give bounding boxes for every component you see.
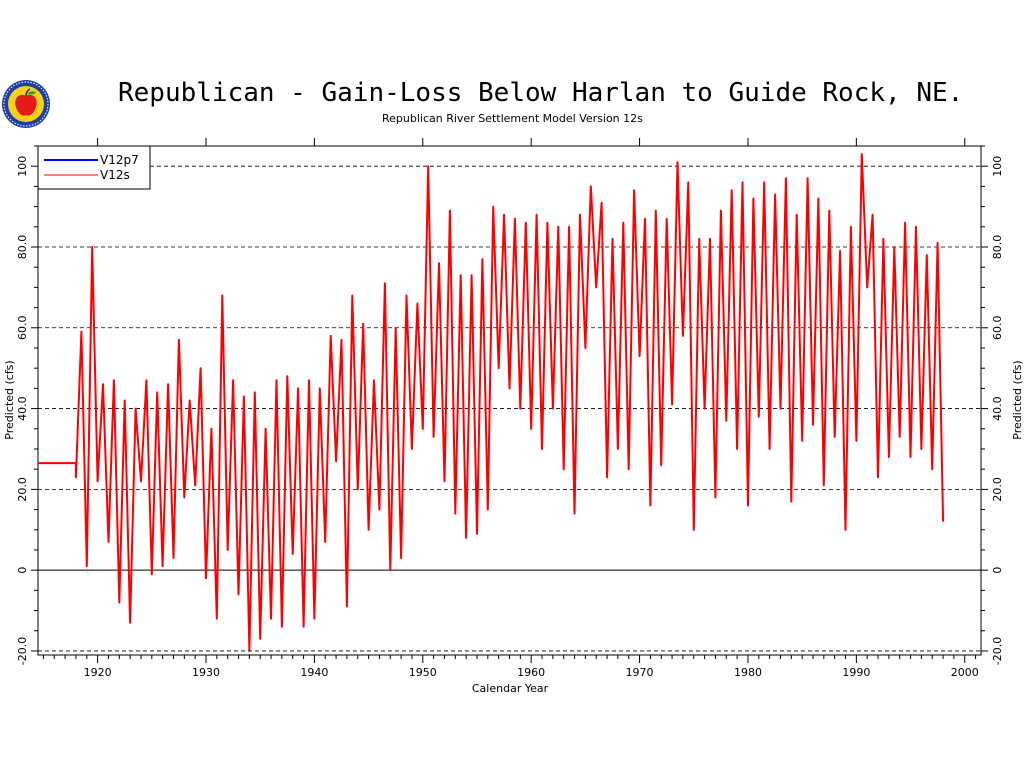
x-tick-label: 1990: [842, 666, 870, 679]
x-tick-label: 1950: [409, 666, 437, 679]
grid-lines: [38, 165, 981, 652]
x-tick-label: 1930: [192, 666, 220, 679]
y-tick-label-left: 20.0: [16, 477, 29, 502]
y-axis-title-right: Predicted (cfs): [1011, 360, 1024, 439]
y-axis-title-left: Predicted (cfs): [3, 360, 16, 439]
series-lines: [38, 153, 945, 652]
y-tick-label-left: 100: [16, 156, 29, 177]
legend-box: [37, 145, 151, 190]
y-tick-label-left: 60.0: [16, 316, 29, 341]
x-tick-label: 1960: [517, 666, 545, 679]
chart-subtitle: Republican River Settlement Model Versio…: [382, 112, 643, 125]
series-line-v12s: [38, 153, 945, 652]
legend-label-v12s: V12s: [100, 168, 130, 182]
x-tick-label: 1940: [300, 666, 328, 679]
x-tick-label: 2000: [951, 666, 979, 679]
y-tick-label-right: 100: [991, 156, 1004, 177]
y-tick-label-right: 20.0: [991, 477, 1004, 502]
legend-label-v12p7: V12p7: [100, 153, 139, 167]
plot-frame: [37, 145, 982, 656]
y-tick-label-left: 40.0: [16, 396, 29, 421]
agency-seal-logo: [1, 79, 51, 129]
x-tick-label: 1980: [734, 666, 762, 679]
x-axis-title: Calendar Year: [472, 682, 549, 695]
y-tick-label-right: 60.0: [991, 316, 1004, 341]
y-tick-label-left: 80.0: [16, 235, 29, 260]
x-tick-label: 1970: [626, 666, 654, 679]
y-tick-label-left: -20.0: [16, 637, 29, 665]
chart-title: Republican - Gain-Loss Below Harlan to G…: [118, 78, 964, 108]
tick-labels: 1920 1930 1940 1950 1960 1970 1980 1990 2000 -20.…: [16, 156, 1004, 679]
y-tick-label-right: -20.0: [991, 637, 1004, 665]
axis-ticks: [31, 138, 988, 663]
y-tick-label-left: 0: [16, 567, 29, 574]
y-tick-label-right: 0: [991, 567, 1004, 574]
y-tick-label-right: 80.0: [991, 235, 1004, 260]
y-tick-label-right: 40.0: [991, 396, 1004, 421]
x-tick-label: 1920: [84, 666, 112, 679]
legend: V12p7 V12s: [37, 145, 151, 190]
